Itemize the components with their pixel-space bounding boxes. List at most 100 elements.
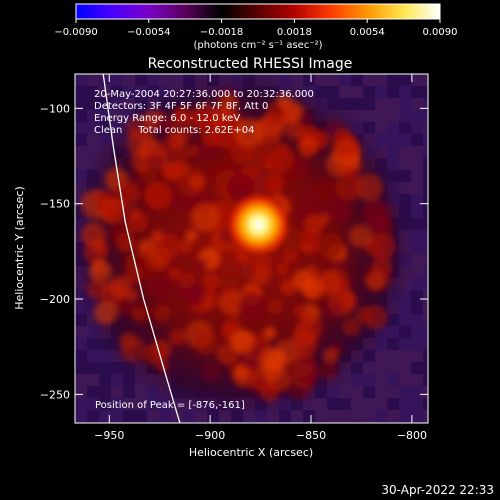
background-cell: [87, 350, 99, 362]
background-cell: [423, 230, 428, 242]
background-cell: [111, 86, 123, 98]
colorbar-ticks: −0.0090 −0.0054 −0.0018 0.0018 0.0054 0.0090: [54, 19, 458, 38]
background-cell: [171, 410, 183, 422]
emission-blob: [325, 195, 353, 223]
background-cell: [387, 122, 399, 134]
background-cell: [363, 374, 375, 386]
background-cell: [423, 386, 428, 398]
background-cell: [375, 398, 387, 410]
emission-blob: [349, 224, 372, 248]
background-cell: [99, 386, 111, 398]
y-axis-ticks: −250 −200 −150 −100: [40, 102, 428, 401]
background-cell: [123, 98, 135, 110]
colorbar-tick-label: 0.0054: [350, 27, 385, 38]
background-cell: [327, 422, 339, 423]
background-cell: [399, 398, 411, 410]
background-cell: [123, 410, 135, 422]
background-cell: [411, 386, 423, 398]
x-axis-label: Heliocentric X (arcsec): [189, 446, 313, 459]
background-cell: [423, 122, 428, 134]
background-cell: [411, 362, 423, 374]
background-cell: [363, 386, 375, 398]
background-cell: [411, 410, 423, 422]
peak-position-label: Position of Peak = [-876,-161]: [95, 400, 245, 411]
emission-blob: [128, 206, 142, 221]
background-cell: [87, 374, 99, 386]
background-cell: [99, 362, 111, 374]
emission-blob: [373, 217, 389, 234]
background-cell: [99, 398, 111, 410]
emission-blob: [168, 328, 187, 346]
colorbar-tick-label: −0.0090: [54, 27, 97, 38]
background-cell: [375, 362, 387, 374]
background-cell: [87, 386, 99, 398]
background-cell: [75, 134, 87, 146]
background-cell: [375, 122, 387, 134]
emission-blob: [120, 336, 148, 363]
background-cell: [423, 314, 428, 326]
emission-blob: [168, 266, 182, 281]
background-cell: [75, 374, 87, 386]
background-cell: [255, 422, 267, 423]
background-cell: [423, 398, 428, 410]
background-cell: [423, 134, 428, 146]
background-cell: [99, 374, 111, 386]
background-cell: [75, 338, 87, 350]
background-cell: [375, 374, 387, 386]
chart-title: Reconstructed RHESSI Image: [148, 56, 353, 72]
background-cell: [423, 242, 428, 254]
background-cell: [423, 158, 428, 170]
background-cell: [339, 398, 351, 410]
emission-blob: [143, 245, 170, 272]
background-cell: [135, 422, 147, 423]
background-cell: [351, 98, 363, 110]
emission-blob: [81, 222, 106, 247]
background-cell: [411, 302, 423, 314]
background-cell: [75, 362, 87, 374]
background-cell: [423, 254, 428, 266]
annotation-time-range: 20-May-2004 20:27:36.000 to 20:32:36.000: [94, 89, 314, 100]
background-cell: [423, 350, 428, 362]
background-cell: [111, 386, 123, 398]
background-cell: [411, 194, 423, 206]
background-cell: [123, 386, 135, 398]
background-cell: [387, 338, 399, 350]
background-cell: [351, 386, 363, 398]
emission-blob: [126, 127, 156, 157]
emission-blob: [193, 330, 219, 356]
background-cell: [387, 362, 399, 374]
background-cell: [327, 410, 339, 422]
emission-blob: [260, 358, 284, 382]
background-cell: [339, 422, 351, 423]
background-cell: [243, 422, 255, 423]
background-cell: [411, 398, 423, 410]
background-cell: [87, 134, 99, 146]
emission-blob: [176, 279, 202, 304]
background-cell: [399, 146, 411, 158]
background-cell: [411, 182, 423, 194]
emission-blob: [342, 317, 362, 337]
background-cell: [315, 410, 327, 422]
background-cell: [399, 410, 411, 422]
background-cell: [423, 194, 428, 206]
annotation-clean-counts: Clean Total counts: 2.62E+04: [94, 125, 254, 136]
emission-blob: [317, 233, 344, 259]
background-cell: [423, 326, 428, 338]
background-cell: [123, 74, 135, 86]
background-cell: [87, 98, 99, 110]
emission-blob: [126, 289, 139, 302]
background-cell: [423, 410, 428, 422]
colorbar-tick-label: −0.0018: [200, 27, 243, 38]
emission-blob: [301, 187, 320, 205]
background-cell: [411, 134, 423, 146]
background-cell: [231, 422, 243, 423]
emission-blob: [335, 173, 363, 201]
background-cell: [123, 86, 135, 98]
background-cell: [75, 386, 87, 398]
emission-blob: [276, 93, 291, 108]
emission-blob: [202, 129, 220, 147]
emission-blob: [318, 360, 338, 380]
background-cell: [423, 362, 428, 374]
background-cell: [135, 74, 147, 86]
background-cell: [423, 182, 428, 194]
